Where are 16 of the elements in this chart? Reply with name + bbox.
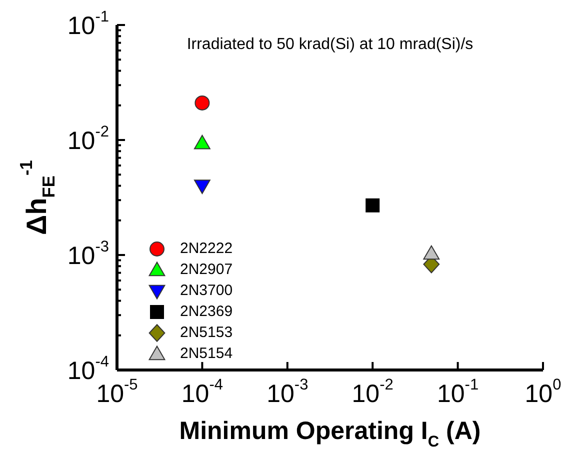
y-tick-label: 10$^{-3}$	[67, 238, 109, 270]
x-tick-label: 10$^{0}$	[524, 376, 562, 408]
legend-label: 2N3700	[180, 282, 233, 299]
legend-label: 2N5153	[180, 324, 233, 341]
x-tick-label: 10$^{-2}$	[352, 376, 394, 408]
annotation: Irradiated to 50 krad(Si) at 10 mrad(Si)/s	[186, 36, 474, 54]
x-tick-label: 10$^{-3}$	[266, 376, 308, 408]
legend-label: 2N5154	[180, 345, 233, 362]
x-tick-label: 10$^{-1}$	[436, 376, 479, 408]
legend-label: 2N2369	[180, 303, 233, 320]
legend-label: 2N2907	[180, 261, 233, 278]
x-axis-title: Minimum Operating I$_{C}$ (A)	[179, 417, 481, 450]
x-tick-label: 10$^{-4}$	[181, 376, 224, 408]
y-tick-label: 10$^{-1}$	[67, 8, 109, 40]
y-tick-label: 10$^{-2}$	[67, 124, 109, 155]
legend-label: 2N2222	[180, 240, 233, 257]
